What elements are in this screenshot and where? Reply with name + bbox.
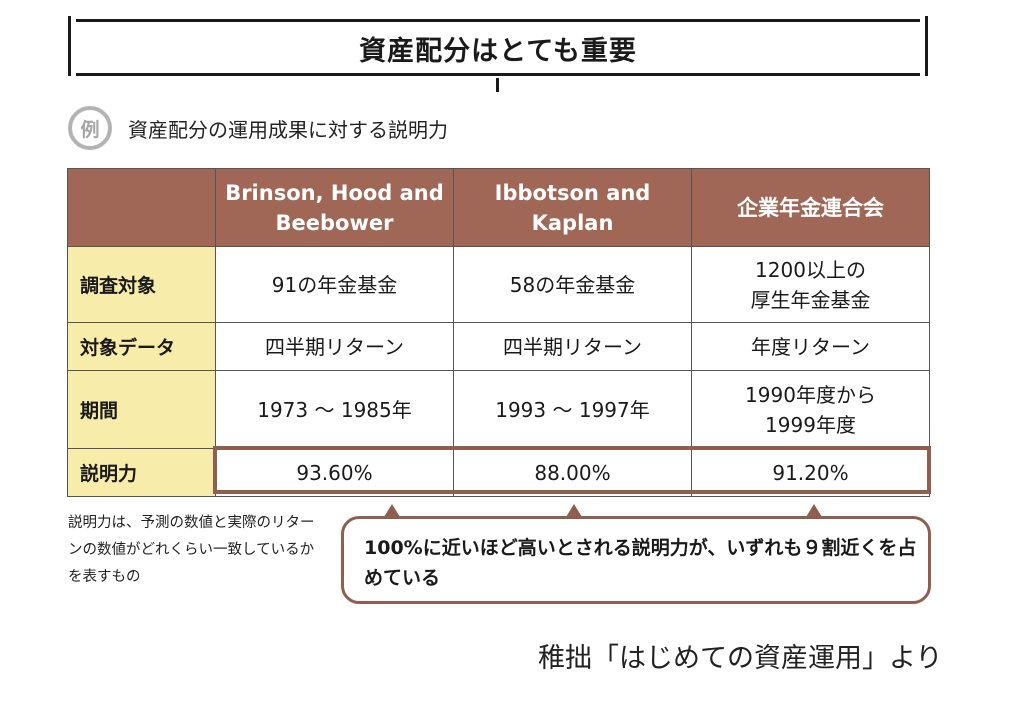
table-row: 対象データ 四半期リターン 四半期リターン 年度リターン (67, 322, 930, 371)
page-title: 資産配分はとても重要 (359, 36, 637, 67)
table-cell: 91.20% (691, 448, 930, 497)
example-subtitle: 資産配分の運用成果に対する説明力 (128, 118, 448, 142)
header-corner (67, 168, 216, 247)
table-cell: 58の年金基金 (453, 246, 692, 323)
title-frame-bottom (76, 73, 920, 76)
table-cell: 1990年度から 1999年度 (691, 370, 930, 449)
table-cell: 1973 ～ 1985年 (215, 370, 454, 449)
title-frame-right (925, 16, 928, 76)
table-cell: 四半期リターン (453, 322, 692, 371)
table-cell: 1200以上の 厚生年金基金 (691, 246, 930, 323)
table-cell: 四半期リターン (215, 322, 454, 371)
explanatory-power-note: 説明力は、予測の数値と実際のリターンの数値がどれくらい一致しているかを表すもの (68, 515, 315, 585)
header-pension-association: 企業年金連合会 (691, 168, 930, 247)
table-row: 期間 1973 ～ 1985年 1993 ～ 1997年 1990年度から 19… (67, 370, 930, 449)
callout-pointer (806, 504, 822, 517)
row-label-subject: 調査対象 (67, 246, 216, 323)
title-frame-stem (496, 78, 499, 92)
row-label-explanatory-power: 説明力 (67, 448, 216, 497)
header-brinson: Brinson, Hood and Beebower (215, 168, 454, 247)
table-header-row: Brinson, Hood and Beebower Ibbotson and … (67, 168, 930, 247)
table-cell: 年度リターン (691, 322, 930, 371)
example-badge-icon: 例 (68, 106, 112, 150)
title-frame: 資産配分はとても重要 (68, 16, 928, 92)
table-row: 調査対象 91の年金基金 58の年金基金 1200以上の 厚生年金基金 (67, 246, 930, 323)
callout-pointer (566, 504, 582, 517)
title-frame-left (68, 16, 71, 76)
table-cell: 91の年金基金 (215, 246, 454, 323)
callout-box: 100%に近いほど高いとされる説明力が、いずれも９割近くを占めている (341, 504, 931, 604)
table-cell: 88.00% (453, 448, 692, 497)
comparison-table: Brinson, Hood and Beebower Ibbotson and … (67, 168, 930, 497)
callout-pointer (384, 504, 400, 517)
header-ibbotson: Ibbotson and Kaplan (453, 168, 692, 247)
title-frame-top (76, 19, 920, 22)
table-row: 説明力 93.60% 88.00% 91.20% (67, 448, 930, 497)
callout-text: 100%に近いほど高いとされる説明力が、いずれも９割近くを占めている (364, 537, 917, 589)
row-label-period: 期間 (67, 370, 216, 449)
table-cell: 1993 ～ 1997年 (453, 370, 692, 449)
source-credit: 稚拙「はじめての資産運用」より (538, 643, 943, 674)
row-label-data: 対象データ (67, 322, 216, 371)
table-cell: 93.60% (215, 448, 454, 497)
